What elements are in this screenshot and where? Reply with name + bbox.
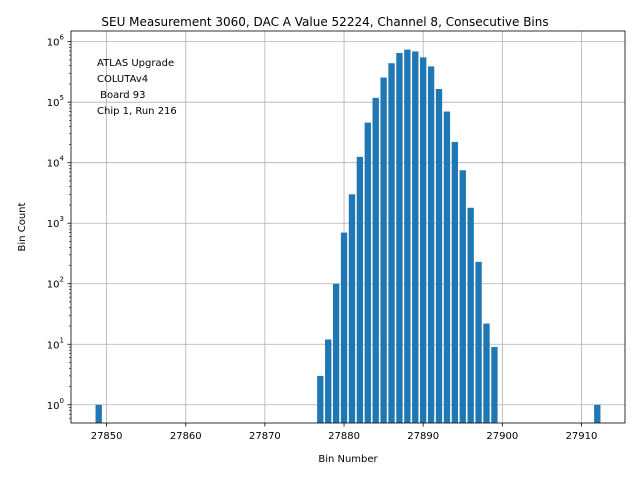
annotation-box: ATLAS Upgrade COLUTAv4 Board 93 Chip 1, Ru…	[97, 58, 177, 117]
bar	[420, 57, 427, 423]
bar	[95, 404, 102, 423]
y-tick-label: 106	[47, 34, 65, 49]
bar	[380, 77, 387, 423]
y-tick-label: 100	[47, 397, 64, 412]
x-tick-label: 27880	[328, 431, 360, 442]
bar	[396, 52, 403, 423]
x-tick-label: 27850	[91, 431, 123, 442]
bar	[404, 49, 411, 424]
y-tick-label: 102	[47, 276, 64, 291]
y-tick-label: 103	[47, 215, 64, 230]
annotation-line: Board 93	[97, 90, 145, 101]
x-tick-label: 27870	[249, 431, 281, 442]
annotation-line: ATLAS Upgrade	[97, 58, 174, 69]
bar	[483, 323, 490, 423]
bar	[332, 283, 340, 423]
bar	[491, 347, 498, 423]
chart-title: SEU Measurement 3060, DAC A Value 52224,…	[101, 15, 548, 29]
bar	[451, 141, 459, 424]
y-axis: 100 101 102 103 104 105 106	[47, 34, 71, 419]
bar	[443, 111, 451, 423]
y-tick-label: 104	[47, 155, 65, 170]
bar-series	[95, 49, 601, 424]
bar	[372, 97, 379, 424]
y-tick-label: 101	[47, 336, 64, 351]
bar	[340, 232, 348, 423]
x-tick-label: 27910	[566, 431, 598, 442]
x-axis: 27850 27860 27870 27880 27890 27900 27910	[91, 423, 598, 442]
bar	[467, 207, 474, 423]
bar	[317, 375, 324, 423]
bar	[427, 66, 435, 424]
y-axis-title: Bin Count	[17, 202, 28, 251]
bar	[325, 339, 332, 423]
bar	[348, 194, 356, 423]
x-axis-title: Bin Number	[318, 454, 378, 465]
y-tick-label: 105	[47, 94, 64, 109]
bar	[356, 156, 364, 423]
bar	[388, 63, 395, 424]
bar	[459, 170, 466, 423]
grid-lines	[71, 31, 625, 423]
x-tick-label: 27860	[170, 431, 202, 442]
bar	[435, 89, 443, 424]
x-tick-label: 27900	[486, 431, 518, 442]
plot-frame	[70, 30, 626, 424]
bar	[412, 51, 419, 424]
bar	[475, 261, 482, 423]
bar	[594, 404, 601, 423]
x-tick-label: 27890	[407, 431, 439, 442]
bar	[364, 122, 371, 424]
annotation-line: COLUTAv4	[97, 74, 148, 85]
annotation-line: Chip 1, Run 216	[97, 106, 177, 117]
